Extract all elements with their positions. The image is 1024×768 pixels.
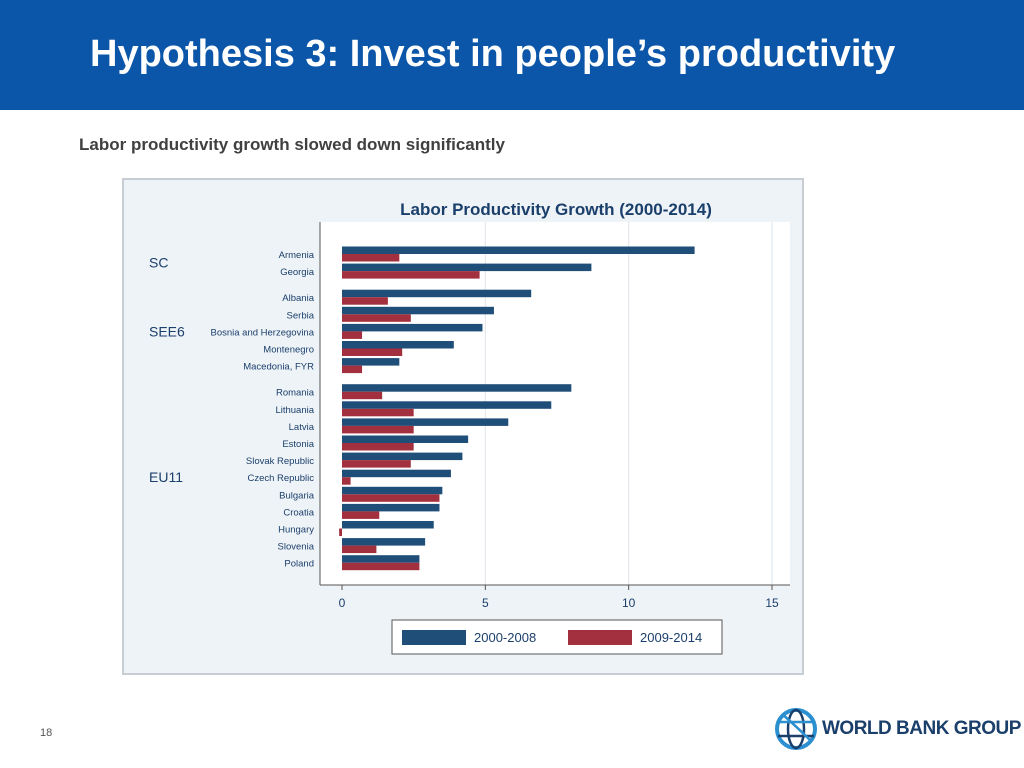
page-number: 18 — [40, 727, 53, 739]
bar-2000-2008 — [342, 341, 454, 349]
bar-2009-2014 — [342, 314, 411, 322]
bar-2009-2014 — [342, 297, 388, 305]
category-label: Macedonia, FYR — [243, 362, 314, 373]
x-tick-label: 10 — [622, 596, 636, 610]
slide-title: Hypothesis 3: Invest in people’s product… — [90, 33, 896, 75]
category-label: Slovenia — [278, 542, 315, 553]
group-label: SEE6 — [149, 323, 185, 339]
bar-2000-2008 — [342, 418, 509, 426]
bar-2000-2008 — [342, 538, 426, 546]
bar-2000-2008 — [342, 555, 420, 563]
legend-label: 2000-2008 — [474, 630, 536, 645]
bar-2009-2014 — [342, 365, 363, 374]
legend-swatch — [568, 630, 632, 645]
category-label: Latvia — [289, 422, 315, 433]
bar-2000-2008 — [342, 401, 552, 409]
x-tick-label: 0 — [339, 596, 346, 610]
bar-2000-2008 — [342, 435, 469, 443]
bar-2009-2014 — [339, 528, 342, 536]
x-tick-label: 5 — [482, 596, 489, 610]
bar-2000-2008 — [342, 289, 532, 298]
category-label: Bulgaria — [279, 490, 315, 501]
bar-2000-2008 — [342, 452, 463, 461]
bar-2009-2014 — [342, 331, 363, 339]
bar-2009-2014 — [342, 477, 351, 485]
bar-2000-2008 — [342, 358, 400, 366]
bar-2009-2014 — [342, 511, 380, 519]
bar-2009-2014 — [342, 254, 400, 262]
category-label: Albania — [282, 293, 314, 304]
category-label: Serbia — [287, 310, 315, 321]
category-label: Bosnia and Herzegovina — [210, 327, 314, 338]
chart-panel: Labor Productivity Growth (2000-2014) 0 5 1… — [122, 178, 804, 675]
bar-2009-2014 — [342, 348, 403, 356]
bar-2009-2014 — [342, 494, 440, 502]
bar-2009-2014 — [342, 443, 414, 451]
category-label: Armenia — [279, 250, 315, 261]
bar-2000-2008 — [342, 486, 443, 495]
group-label: SC — [149, 255, 168, 271]
category-label: Montenegro — [263, 345, 314, 356]
bar-2000-2008 — [342, 503, 440, 512]
logo-text: WORLD BANK GROUP — [822, 718, 1021, 739]
category-label: Estonia — [282, 439, 314, 450]
bar-2009-2014 — [342, 562, 420, 571]
category-label: Romania — [276, 388, 315, 399]
bar-2009-2014 — [342, 271, 480, 279]
bar-2000-2008 — [342, 246, 695, 254]
category-label: Lithuania — [275, 405, 314, 416]
group-label: EU11 — [149, 469, 183, 485]
category-label: Croatia — [283, 507, 314, 518]
legend-swatch — [402, 630, 466, 645]
category-label: Hungary — [278, 525, 314, 536]
bar-2000-2008 — [342, 469, 451, 478]
legend-label: 2009-2014 — [640, 630, 702, 645]
slide-subtitle: Labor productivity growth slowed down si… — [79, 135, 505, 154]
world-bank-logo: WORLD BANK GROUP — [774, 706, 1021, 752]
bar-2000-2008 — [342, 263, 592, 272]
bar-2009-2014 — [342, 425, 414, 434]
category-label: Slovak Republic — [246, 456, 314, 467]
category-label: Georgia — [280, 267, 315, 278]
category-label: Poland — [284, 559, 314, 570]
bar-2000-2008 — [342, 521, 434, 529]
x-tick-label: 15 — [765, 596, 779, 610]
category-label: Czech Republic — [247, 473, 314, 484]
chart-title: Labor Productivity Growth (2000-2014) — [400, 200, 712, 219]
bar-2009-2014 — [342, 391, 383, 400]
bar-2000-2008 — [342, 323, 483, 332]
title-banner: Hypothesis 3: Invest in people’s product… — [0, 0, 1024, 110]
chart-svg: Labor Productivity Growth (2000-2014) 0 5 1… — [149, 200, 790, 655]
bar-2000-2008 — [342, 384, 572, 392]
bar-2000-2008 — [342, 306, 494, 315]
globe-icon — [775, 708, 817, 750]
bar-2009-2014 — [342, 545, 377, 554]
bar-2009-2014 — [342, 408, 414, 417]
bar-2009-2014 — [342, 460, 411, 468]
